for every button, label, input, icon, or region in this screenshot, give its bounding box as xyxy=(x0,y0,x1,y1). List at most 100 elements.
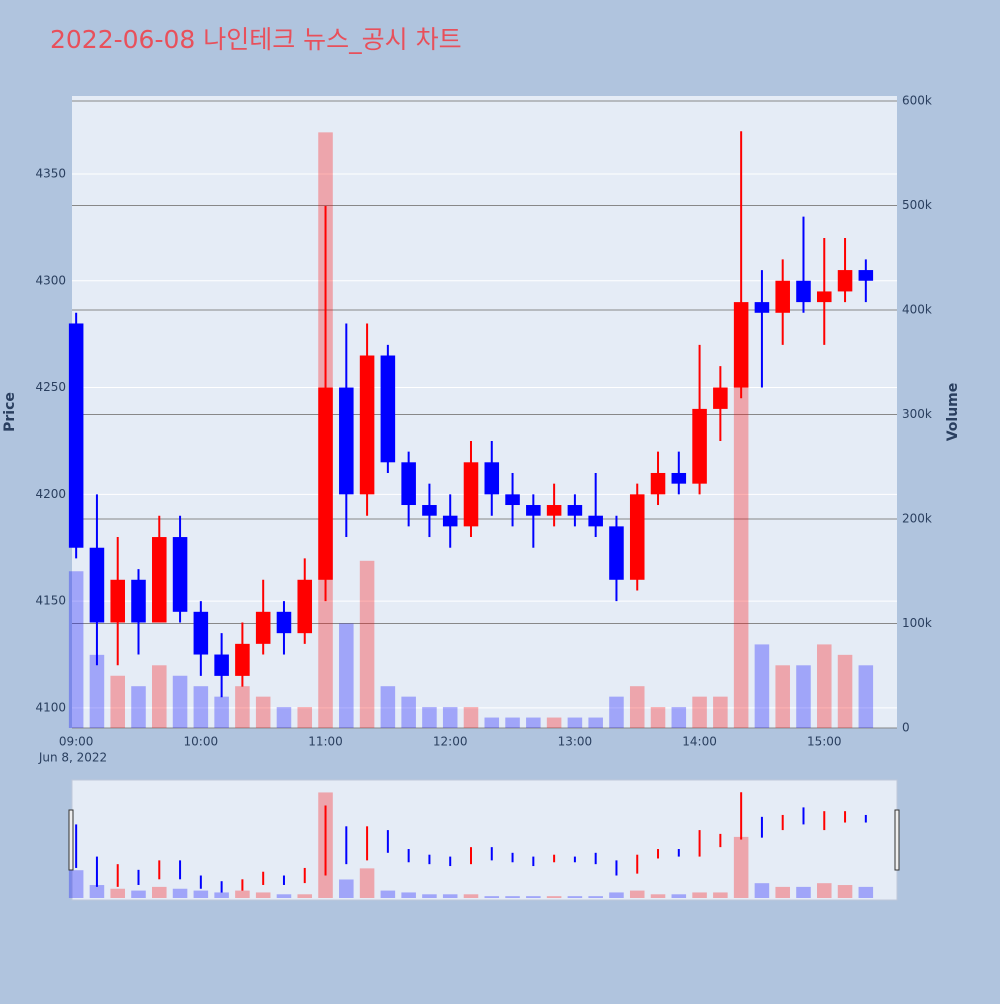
candle-body xyxy=(359,355,375,495)
volume-bar xyxy=(796,665,811,728)
y2-tick-label: 600k xyxy=(902,94,932,108)
candle-body xyxy=(152,537,167,623)
volume-bar xyxy=(110,675,125,728)
volume-bar xyxy=(858,665,874,728)
candle-body xyxy=(609,526,624,580)
candle-body xyxy=(463,462,479,527)
candle-body xyxy=(692,408,707,484)
volume-bar xyxy=(235,686,250,728)
slider-volume-bar xyxy=(297,894,313,898)
candle-body xyxy=(214,654,229,676)
x-tick-label: 11:00 xyxy=(308,735,343,749)
candle-body xyxy=(318,387,333,580)
y2-tick-label: 400k xyxy=(902,303,932,317)
candle-body xyxy=(858,270,874,281)
x-tick-label: 12:00 xyxy=(433,735,468,749)
slider-handle[interactable] xyxy=(68,809,74,871)
volume-bar xyxy=(401,696,416,728)
slider-volume-bar xyxy=(339,879,354,898)
candle-body xyxy=(401,462,416,506)
volume-bar xyxy=(609,696,624,728)
candle-body xyxy=(816,291,832,303)
candle-body xyxy=(567,505,583,516)
slider-volume-bar xyxy=(567,896,583,898)
candle-body xyxy=(193,611,209,655)
slider-volume-bar xyxy=(131,890,146,898)
slider-volume-bar xyxy=(255,892,271,898)
volume-bar xyxy=(526,717,541,728)
candle-body xyxy=(89,547,105,623)
slider-volume-bar xyxy=(235,890,250,898)
chart-title: 2022-06-08 나인테크 뉴스_공시 차트 xyxy=(50,25,462,54)
slider-volume-bar xyxy=(609,892,624,898)
candle-body xyxy=(422,505,437,516)
slider-volume-bar xyxy=(526,896,541,898)
volume-bar xyxy=(359,560,375,728)
slider-volume-bar xyxy=(837,885,853,898)
slider-volume-bar xyxy=(671,894,687,898)
volume-bar xyxy=(380,686,396,728)
volume-bar xyxy=(422,707,437,728)
slider-volume-bar xyxy=(214,892,229,898)
volume-bar xyxy=(671,707,687,728)
candle-body xyxy=(713,387,728,409)
x-tick-label: 14:00 xyxy=(682,735,717,749)
volume-bar xyxy=(713,696,728,728)
slider-volume-bar xyxy=(775,886,790,898)
candle-body xyxy=(671,472,687,484)
volume-bar xyxy=(255,696,271,728)
volume-bar xyxy=(816,644,832,728)
y-tick-label: 4300 xyxy=(35,273,66,287)
y2-tick-label: 0 xyxy=(902,721,910,735)
slider-volume-bar xyxy=(546,896,562,898)
volume-bar xyxy=(276,707,292,728)
volume-bar xyxy=(837,654,853,728)
slider-volume-bar xyxy=(422,894,437,898)
candle-body xyxy=(505,494,520,506)
slider-volume-bar xyxy=(276,894,292,898)
volume-bar xyxy=(775,665,790,728)
y2-tick-label: 100k xyxy=(902,616,932,630)
volume-bar xyxy=(629,686,645,728)
slider-volume-bar xyxy=(89,885,105,898)
slider-volume-bar xyxy=(629,890,645,898)
volume-bar xyxy=(131,686,146,728)
candle-body xyxy=(297,579,313,634)
candle-body xyxy=(546,505,562,516)
slider-volume-bar xyxy=(401,892,416,898)
volume-bar xyxy=(650,707,666,728)
volume-bar xyxy=(172,675,188,728)
slider-volume-bar xyxy=(858,886,874,898)
y-tick-label: 4350 xyxy=(35,166,66,180)
slider-volume-bar xyxy=(816,883,832,898)
slider-volume-bar xyxy=(713,892,728,898)
volume-bar xyxy=(505,717,520,728)
volume-bar xyxy=(339,623,354,728)
slider-volume-bar xyxy=(110,888,125,898)
volume-bar xyxy=(754,644,770,728)
candle-body xyxy=(380,355,396,463)
slider-handle[interactable] xyxy=(894,809,900,871)
candle-body xyxy=(588,515,603,527)
y2-tick-label: 200k xyxy=(902,512,932,526)
candle-body xyxy=(131,579,146,623)
slider-volume-bar xyxy=(463,894,479,898)
candle-body xyxy=(442,515,458,527)
slider-volume-bar xyxy=(692,892,707,898)
y2-tick-label: 300k xyxy=(902,407,932,421)
slider-volume-bar xyxy=(380,890,396,898)
x-date-label: Jun 8, 2022 xyxy=(38,751,107,765)
volume-bar xyxy=(546,717,562,728)
range-slider[interactable] xyxy=(71,779,898,901)
x-tick-label: 10:00 xyxy=(184,735,219,749)
plot-area xyxy=(72,96,897,728)
y2-tick-label: 500k xyxy=(902,198,932,212)
candle-body xyxy=(172,537,188,612)
slider-volume-bar xyxy=(754,883,770,898)
slider-volume-bar xyxy=(588,896,603,898)
x-tick-label: 13:00 xyxy=(558,735,593,749)
slider-volume-bar xyxy=(650,894,666,898)
slider-volume-bar xyxy=(442,894,458,898)
y-tick-label: 4200 xyxy=(35,487,66,501)
